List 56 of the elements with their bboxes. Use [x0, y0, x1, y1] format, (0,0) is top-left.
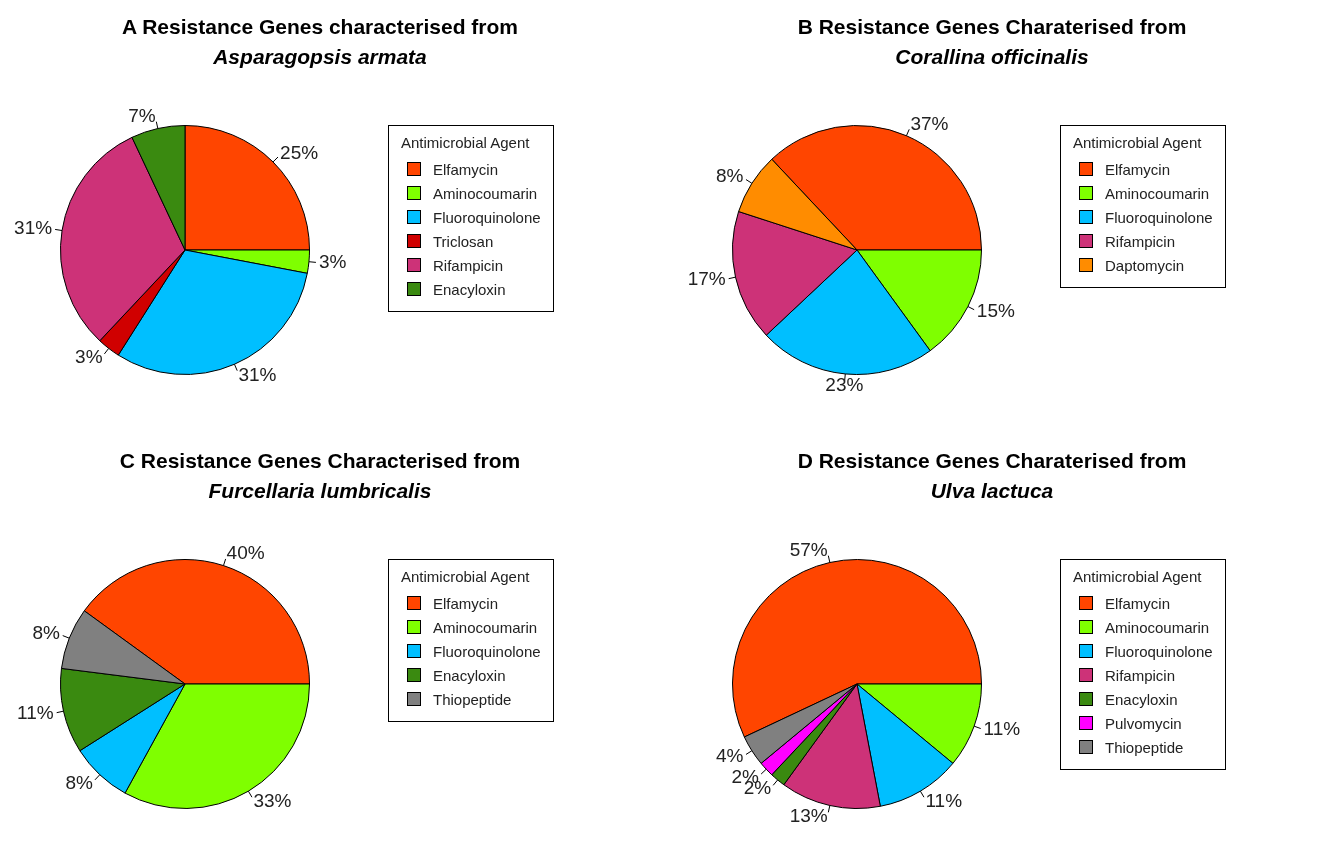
legend-label: Aminocoumarin — [1105, 618, 1210, 636]
data-label: 31% — [14, 216, 53, 238]
legend-label: Fluoroquinolone — [433, 208, 541, 226]
legend-label: Daptomycin — [1105, 256, 1185, 274]
data-label: 4% — [715, 745, 744, 767]
data-label: 13% — [789, 805, 828, 827]
data-label: 40% — [226, 542, 265, 564]
data-label: 3% — [318, 251, 347, 273]
data-label: 57% — [789, 539, 828, 561]
data-label: 31% — [238, 363, 277, 385]
legend-label: Enacyloxin — [1105, 690, 1178, 708]
legend-label: Pulvomycin — [1105, 714, 1182, 732]
legend-label: Enacyloxin — [433, 280, 506, 298]
chart-subtitle: Ulva lactuca — [929, 478, 1055, 504]
chart-subtitle: Asparagopsis armata — [212, 44, 428, 70]
data-label: 37% — [910, 112, 949, 134]
legend-label: Rifampicin — [1105, 232, 1176, 250]
chart-title: D Resistance Genes Charaterised from — [796, 448, 1188, 474]
data-label: 17% — [687, 268, 726, 290]
legend-label: Thiopeptide — [1105, 738, 1184, 756]
data-label: 25% — [280, 141, 319, 163]
data-label: 23% — [825, 374, 864, 396]
legend-title: Antimicrobial Agent — [401, 134, 531, 151]
legend-label: Aminocoumarin — [1105, 184, 1210, 202]
legend-label: Rifampicin — [1105, 666, 1176, 684]
legend-label: Aminocoumarin — [433, 618, 538, 636]
data-label: 7% — [128, 105, 156, 127]
chart-title: A Resistance Genes characterised from — [120, 14, 520, 40]
chart-title: B Resistance Genes Charaterised from — [796, 14, 1188, 40]
legend-label: Thiopeptide — [433, 690, 512, 708]
data-label: 11% — [925, 789, 963, 811]
legend-label: Elfamycin — [433, 594, 499, 612]
data-label: 3% — [75, 346, 103, 368]
data-label: 33% — [253, 789, 292, 811]
legend-title: Antimicrobial Agent — [401, 568, 531, 585]
legend-label: Elfamycin — [1105, 594, 1171, 612]
data-label: 8% — [65, 771, 94, 793]
data-label: 8% — [715, 165, 744, 187]
legend-label: Fluoroquinolone — [1105, 642, 1213, 660]
legend-label: Fluoroquinolone — [433, 642, 541, 660]
legend-label: Rifampicin — [433, 256, 504, 274]
legend-label: Enacyloxin — [433, 666, 506, 684]
legend-label: Triclosan — [433, 232, 494, 250]
legend-label: Elfamycin — [1105, 160, 1171, 178]
data-label: 15% — [976, 300, 1015, 322]
legend-title: Antimicrobial Agent — [1073, 134, 1203, 151]
legend-label: Elfamycin — [433, 160, 499, 178]
data-label: 11% — [983, 718, 1021, 740]
chart-subtitle: Corallina officinalis — [894, 44, 1090, 70]
data-label: 8% — [32, 621, 61, 643]
chart-subtitle: Furcellaria lumbricalis — [207, 478, 433, 504]
legend-title: Antimicrobial Agent — [1073, 568, 1203, 585]
legend-label: Fluoroquinolone — [1105, 208, 1213, 226]
legend-label: Aminocoumarin — [433, 184, 538, 202]
data-label: 11% — [17, 702, 54, 724]
chart-title: C Resistance Genes Characterised from — [118, 448, 522, 474]
